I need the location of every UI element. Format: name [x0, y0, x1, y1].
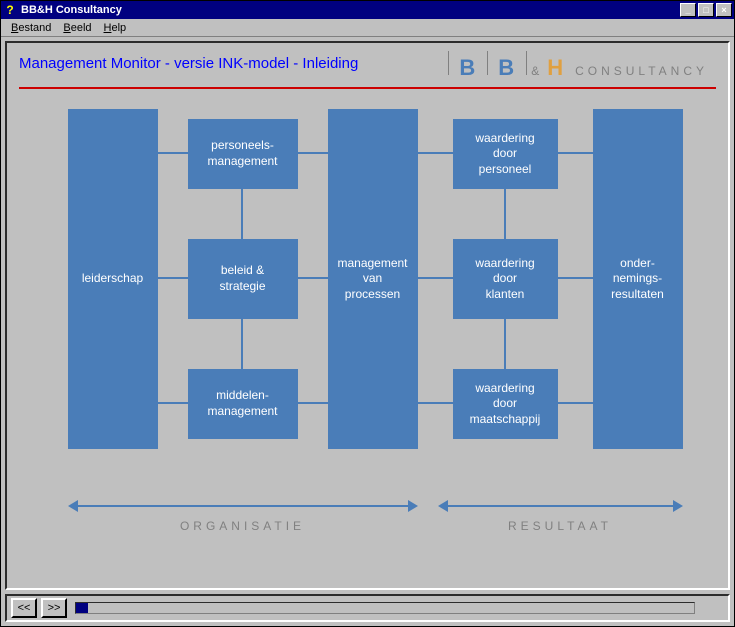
arrow-head-left-icon	[68, 500, 78, 512]
logo-consultancy: CONSULTANCY	[575, 64, 708, 78]
connector	[418, 402, 453, 404]
connector	[241, 319, 243, 369]
diagram-box-personeels[interactable]: personeels- management	[188, 119, 298, 189]
menu-help[interactable]: Help	[98, 21, 133, 35]
titlebar[interactable]: ? BB&H Consultancy _ □ ×	[1, 1, 734, 19]
arrow-head-left-icon	[438, 500, 448, 512]
connector	[298, 277, 328, 279]
connector	[158, 152, 188, 154]
arrow-line	[76, 505, 410, 507]
connector	[158, 402, 188, 404]
maximize-button[interactable]: □	[698, 3, 714, 17]
connector	[298, 152, 328, 154]
logo: B B & H CONSULTANCY	[444, 51, 716, 81]
connector	[504, 189, 506, 239]
diagram-box-processen[interactable]: management van processen	[328, 109, 418, 449]
connector	[298, 402, 328, 404]
diagram-box-w-maatsch[interactable]: waardering door maatschappij	[453, 369, 558, 439]
logo-b2: B	[498, 55, 516, 81]
content-outer: Management Monitor - versie INK-model - …	[1, 37, 734, 626]
ink-model-diagram: leiderschap personeels- management beleid …	[38, 109, 698, 489]
progress-fill	[76, 603, 88, 613]
header-divider	[19, 87, 716, 89]
arrow-label: RESULTAAT	[438, 519, 683, 533]
content-panel: Management Monitor - versie INK-model - …	[5, 41, 730, 590]
diagram-box-middelen[interactable]: middelen- management	[188, 369, 298, 439]
connector	[418, 277, 453, 279]
progress-bar	[75, 602, 695, 614]
connector	[418, 152, 453, 154]
app-window: ? BB&H Consultancy _ □ × Bestand Beeld H…	[0, 0, 735, 627]
connector	[558, 152, 593, 154]
page-title: Management Monitor - versie INK-model - …	[19, 51, 358, 72]
diagram-box-leiderschap[interactable]: leiderschap	[68, 109, 158, 449]
next-button[interactable]: >>	[41, 598, 67, 618]
connector	[504, 319, 506, 369]
menu-label: estand	[18, 22, 51, 34]
diagram-box-w-klanten[interactable]: waardering door klanten	[453, 239, 558, 319]
menu-label: elp	[111, 22, 126, 34]
connector	[558, 277, 593, 279]
menu-beeld[interactable]: Beeld	[57, 21, 97, 35]
logo-amp: &	[531, 64, 541, 78]
close-button[interactable]: ×	[716, 3, 732, 17]
diagram-box-w-personeel[interactable]: waardering door personeel	[453, 119, 558, 189]
arrow-label: ORGANISATIE	[68, 519, 418, 533]
logo-h: H	[547, 55, 565, 81]
menubar: Bestand Beeld Help	[1, 19, 734, 37]
arrow-line	[446, 505, 675, 507]
logo-b1: B	[459, 55, 477, 81]
connector	[158, 277, 188, 279]
navigation-bar: << >>	[5, 594, 730, 622]
footer-arrows: ORGANISATIE RESULTAAT	[38, 497, 698, 537]
menu-label: eeld	[71, 22, 92, 34]
diagram-box-beleid[interactable]: beleid & strategie	[188, 239, 298, 319]
menu-bestand[interactable]: Bestand	[5, 21, 57, 35]
connector	[558, 402, 593, 404]
window-title: BB&H Consultancy	[21, 4, 678, 16]
arrow-head-right-icon	[408, 500, 418, 512]
system-menu-icon[interactable]: ?	[3, 3, 17, 17]
diagram-box-resultaten[interactable]: onder- nemings- resultaten	[593, 109, 683, 449]
minimize-button[interactable]: _	[680, 3, 696, 17]
arrow-head-right-icon	[673, 500, 683, 512]
connector	[241, 189, 243, 239]
prev-button[interactable]: <<	[11, 598, 37, 618]
